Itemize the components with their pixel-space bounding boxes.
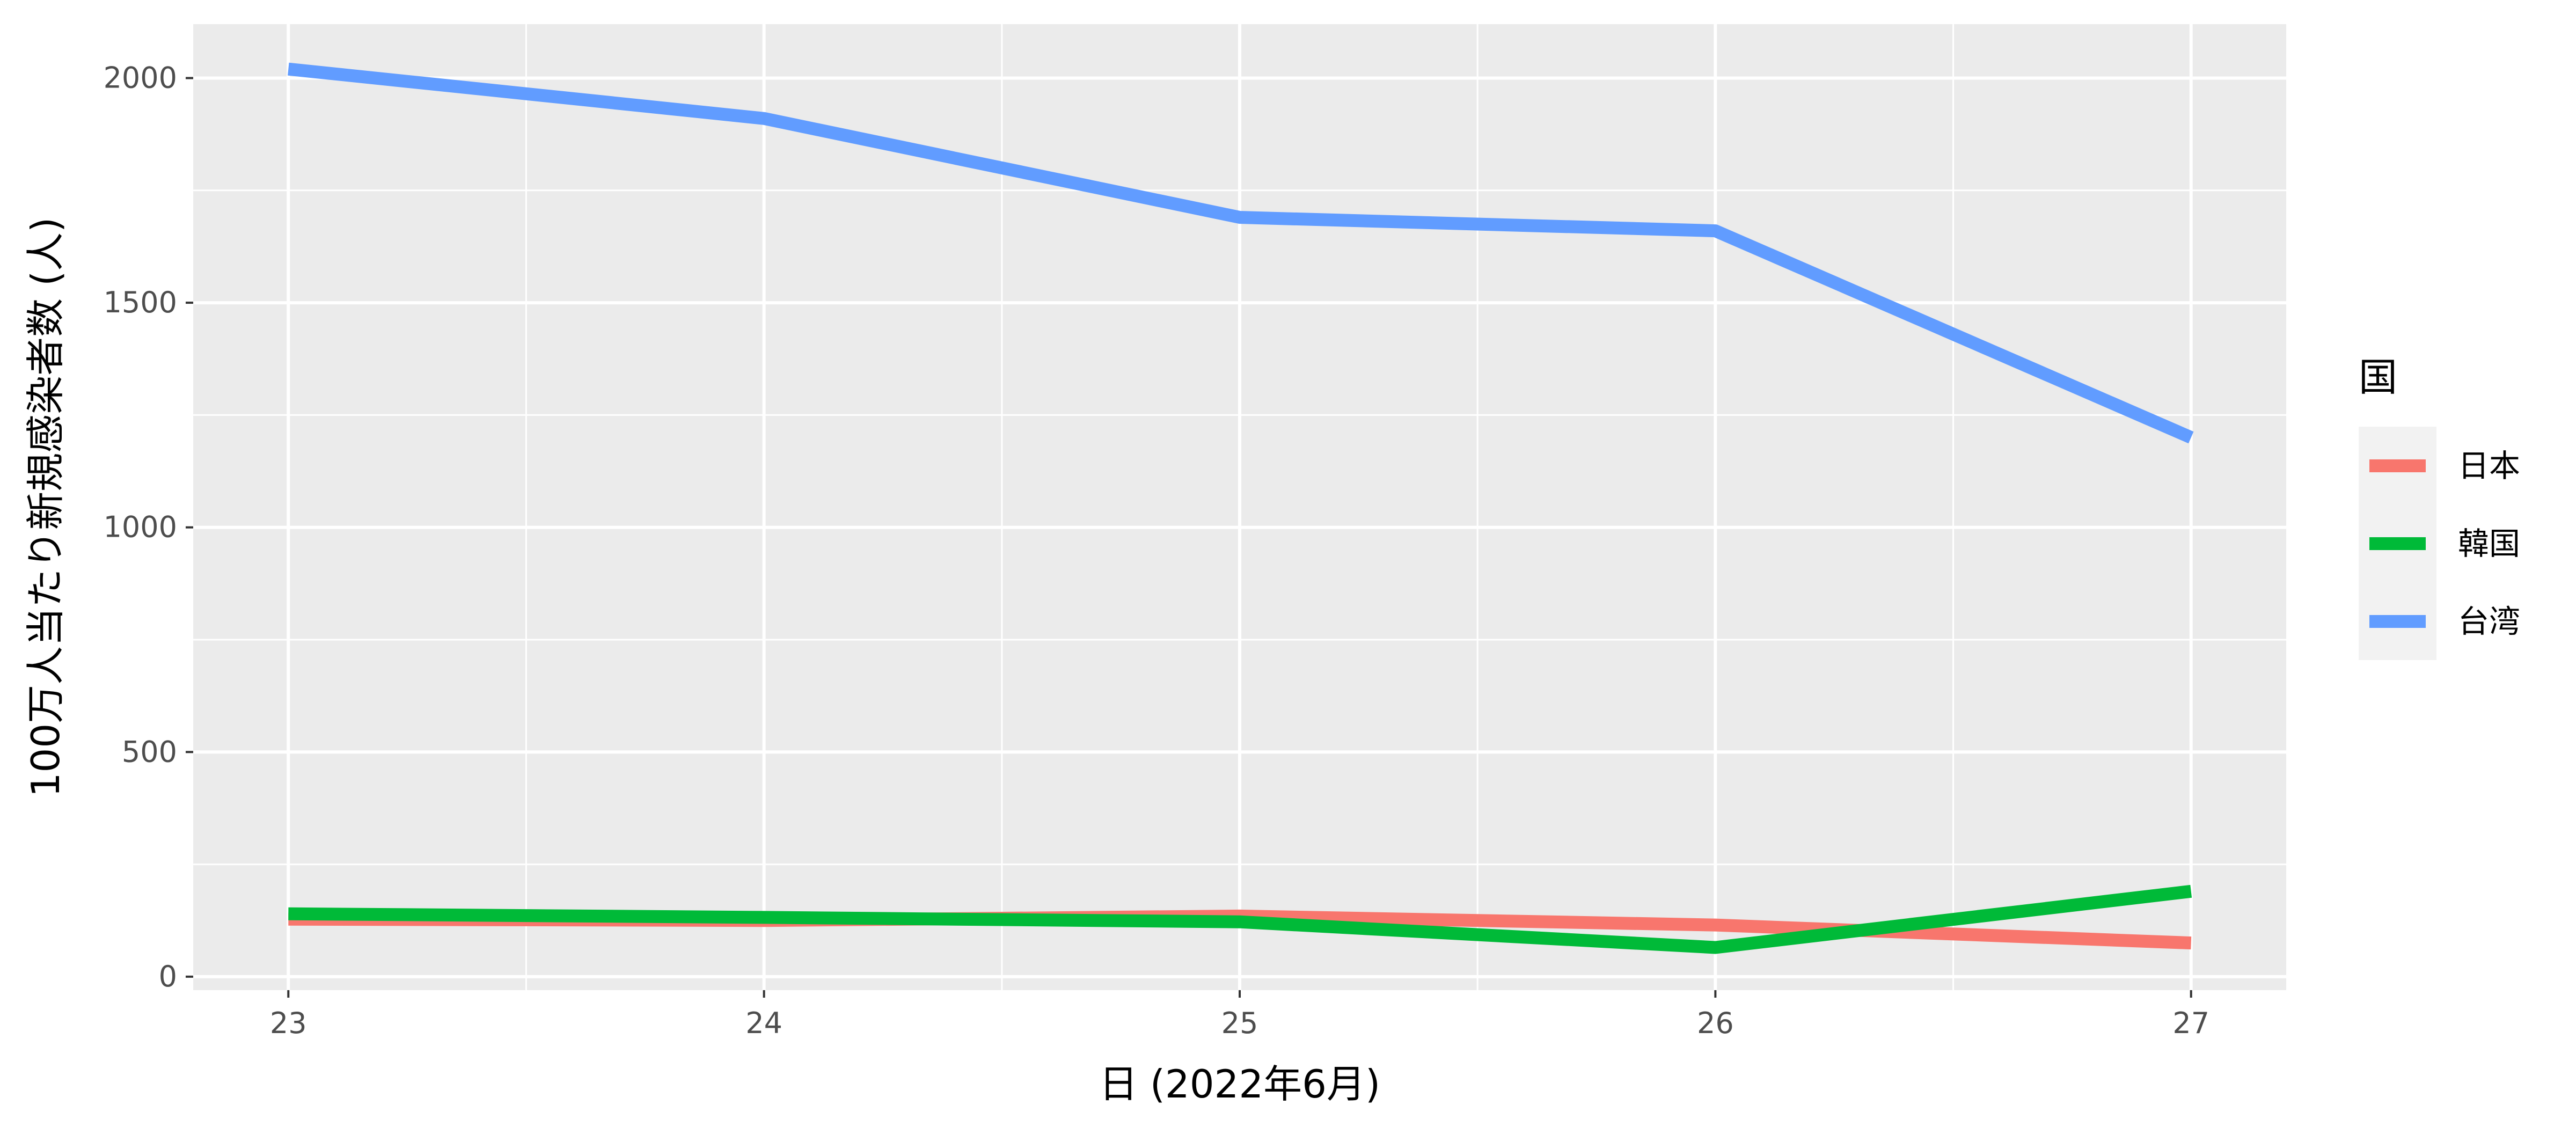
y-axis: 0 500 1000 1500 2000 [104,61,193,993]
y-tick-label: 1500 [104,286,177,319]
x-tick-label: 25 [1221,1006,1258,1040]
legend-label: 台湾 [2458,603,2520,640]
y-tick-label: 500 [122,735,177,769]
x-tick-label: 23 [270,1006,307,1040]
y-tick-label: 2000 [104,61,177,94]
x-tick-label: 24 [745,1006,782,1040]
y-axis-title: 100万人当たり新規感染者数 (人) [23,217,68,797]
y-tick-label: 1000 [104,510,177,544]
legend-label: 日本 [2458,448,2520,484]
x-tick-label: 26 [1697,1006,1734,1040]
x-axis-title: 日 (2022年6月) [1099,1062,1380,1107]
legend-label: 韓国 [2458,525,2520,562]
series-line [288,62,2194,444]
legend-title: 国 [2359,355,2397,400]
x-tick-label: 27 [2172,1006,2209,1040]
major-gridlines [193,24,2286,990]
x-axis: 23 24 25 26 27 [270,990,2209,1040]
y-tick-label: 0 [159,960,177,993]
series-line [288,884,2192,954]
series-lines [288,62,2194,954]
